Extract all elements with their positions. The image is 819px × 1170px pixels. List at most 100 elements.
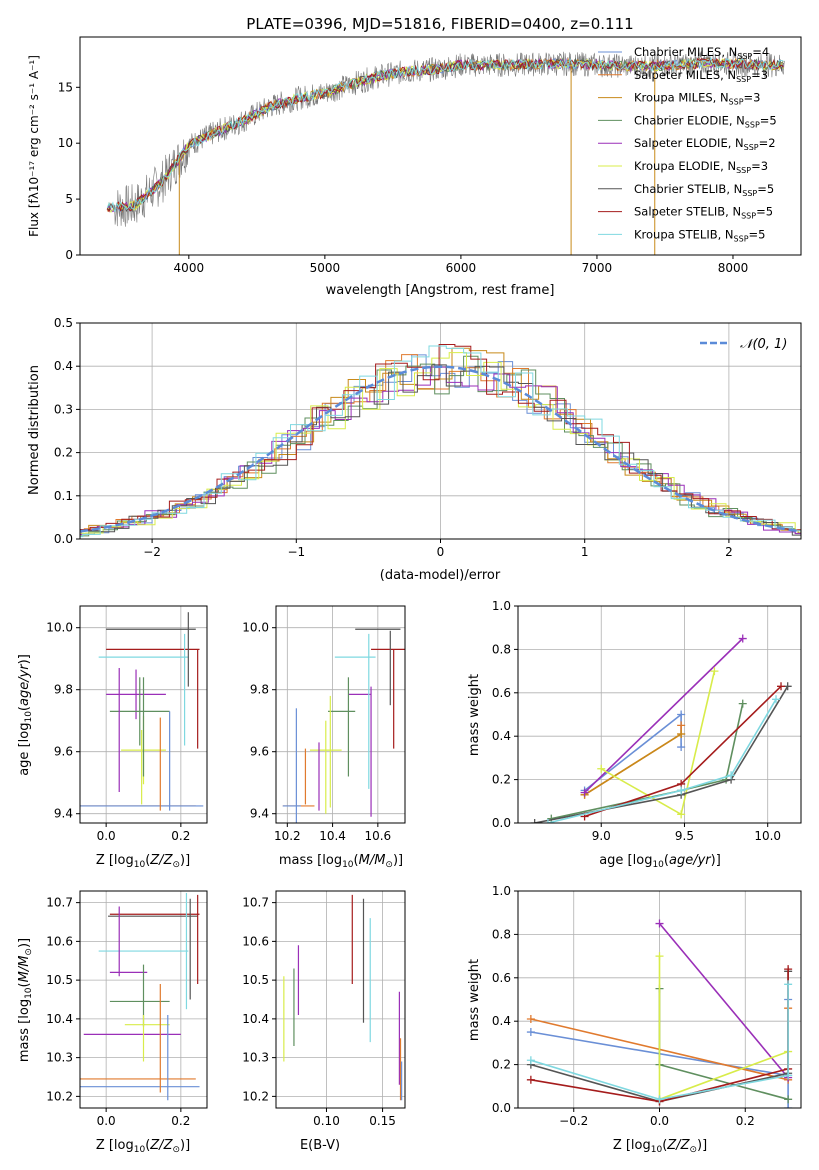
weight-vs-Z-ytick-label: 0.4 <box>492 1014 511 1028</box>
model-spectrum <box>106 57 784 214</box>
weight-vs-Z-xtick-label: 0.2 <box>736 1114 755 1128</box>
weight-vs-age-ytick-label: 1.0 <box>492 599 511 613</box>
weight-marker <box>543 819 552 823</box>
age-vs-mass-frame <box>275 605 406 824</box>
ageM-xlabel: mass [log10(M/M⊙)] <box>279 853 403 870</box>
weight-vs-Z-ytick-label: 1.0 <box>492 884 511 898</box>
spectrum-ytick-label: 15 <box>58 80 73 94</box>
weight-vs-age-xtick-label: 10.0 <box>754 829 781 843</box>
weight-line <box>584 733 682 796</box>
gaussian-reference <box>80 365 801 533</box>
mass-vs-Z-frame <box>79 890 208 1109</box>
legend-label: Kroupa MILES, NSSP=3 <box>634 91 760 107</box>
mass-vs-EBV-ytick-label: 10.6 <box>242 934 269 948</box>
weight-marker <box>597 764 606 773</box>
spectrum-title: PLATE=0396, MJD=51816, FIBERID=0400, z=0… <box>246 15 633 33</box>
weight-vs-Z-xtick-label: −0.2 <box>559 1114 588 1128</box>
spectrum-frame <box>79 36 802 256</box>
weight-vs-Z-xtick-label: 0.0 <box>650 1114 669 1128</box>
weight-vs-age-xtick-label: 9.0 <box>592 829 611 843</box>
weight-vs-age-lines <box>530 634 792 823</box>
residuals-xlabel: (data-model)/error <box>380 568 501 583</box>
weight-marker <box>738 699 747 708</box>
weight-marker <box>526 1056 535 1065</box>
panel-residuals: −2 −1 0 1 2 0.0 0.1 0.2 0.3 0.4 0.5 𝒩(0, 1) <box>54 316 802 559</box>
weight-Z-ylabel: mass weight <box>467 959 482 1041</box>
age-vs-mass-ytick-label: 9.4 <box>250 807 269 821</box>
spectrum-ylabel: Flux [fλ10⁻¹⁷ erg cm⁻² s⁻¹ A⁻¹] <box>27 55 41 237</box>
residual-histogram <box>80 345 801 538</box>
weight-vs-Z-ytick-label: 0.0 <box>492 1101 511 1115</box>
mass-vs-Z-errorbars <box>80 892 200 1101</box>
weight-vs-age-ytick-label: 0.4 <box>492 729 511 743</box>
ageZ-ylabel: age [log10(age/yr)] <box>17 654 34 776</box>
weight-marker <box>677 743 686 752</box>
residuals-ytick-label: 0.0 <box>54 532 73 546</box>
weight-marker <box>580 788 589 797</box>
legend-label: Salpeter STELIB, NSSP=5 <box>634 205 773 221</box>
panel-mass-vs-Z: 0.0 0.2 10.2 10.3 10.4 10.5 10.6 10.7 Z [log10(Z… <box>17 890 208 1155</box>
age-vs-mass-errorbars <box>282 628 405 823</box>
mass-vs-EBV-ytick-label: 10.4 <box>242 1012 269 1026</box>
residuals-xtick-label: 2 <box>725 545 733 559</box>
weight-marker <box>677 730 686 739</box>
legend-label: Salpeter ELODIE, NSSP=2 <box>634 136 776 152</box>
age-vs-Z-xtick-label: 0.0 <box>97 829 116 843</box>
weight-marker <box>677 810 686 819</box>
age-vs-Z-xtick-label: 0.2 <box>171 829 190 843</box>
weight-marker <box>784 1071 793 1080</box>
spectrum-ytick-label: 5 <box>65 192 73 206</box>
panel-spectrum: 4000 5000 6000 7000 8000 0 5 10 15 Flux [fλ10⁻¹⁷ … <box>27 36 802 275</box>
age-vs-mass-xtick-label: 10.6 <box>364 829 391 843</box>
mass-vs-Z-ytick-label: 10.2 <box>46 1089 73 1103</box>
weight-marker <box>655 952 664 961</box>
model-spectrum <box>106 56 784 213</box>
age-vs-mass-ytick-label: 10.0 <box>242 621 269 635</box>
panel-age-vs-Z: 0.0 0.2 9.4 9.6 9.8 10.0 Z [log10(Z/Z⊙)] age [l… <box>17 605 208 870</box>
massZ-ylabel: mass [log10(M/M⊙)] <box>17 938 34 1062</box>
massZ-xlabel: Z [log10(Z/Z⊙)] <box>96 1138 190 1155</box>
weight-vs-Z-frame <box>517 890 802 1109</box>
weight-marker <box>738 634 747 643</box>
legend-label: Kroupa ELODIE, NSSP=3 <box>634 159 768 175</box>
weight-marker <box>677 721 686 730</box>
weight-marker <box>784 965 793 974</box>
spectrum-lines <box>106 51 785 255</box>
weight-vs-age-ytick-label: 0.2 <box>492 773 511 787</box>
residuals-ytick-label: 0.4 <box>54 359 73 373</box>
weight-marker <box>530 819 539 823</box>
wAge-xlabel: age [log10(age/yr)] <box>599 853 721 870</box>
spectrum-xlabel: wavelength [Angstrom, rest frame] <box>326 283 555 298</box>
weight-marker <box>784 1104 793 1108</box>
mass-vs-EBV-xtick-label: 0.15 <box>369 1114 396 1128</box>
legend-label: Salpeter MILES, NSSP=3 <box>634 68 768 84</box>
weight-marker <box>710 667 719 676</box>
panel-mass-vs-EBV: 0.10 0.15 10.2 10.3 10.4 10.5 10.6 10.7 <box>242 890 406 1128</box>
weight-marker <box>784 1095 793 1104</box>
residuals-frame <box>79 322 802 540</box>
age-vs-mass-ytick-label: 9.6 <box>250 745 269 759</box>
legend-label: Chabrier MILES, NSSP=4 <box>634 45 769 61</box>
weight-vs-age-ytick-label: 0.8 <box>492 642 511 656</box>
weight-line <box>530 984 789 1101</box>
weight-vs-age-frame <box>517 605 802 824</box>
ageZ-xlabel: Z [log10(Z/Z⊙)] <box>96 853 190 870</box>
residuals-ytick-label: 0.5 <box>54 316 73 330</box>
mass-vs-EBV-ytick-label: 10.3 <box>242 1051 269 1065</box>
age-vs-Z-frame <box>79 605 208 824</box>
weight-age-ylabel: mass weight <box>467 674 482 756</box>
wZ-xlabel: Z [log10(Z/Z⊙)] <box>613 1138 707 1155</box>
mass-vs-EBV-frame <box>275 890 406 1109</box>
weight-marker <box>677 786 686 795</box>
panel-age-vs-mass: 10.2 10.4 10.6 9.4 9.6 9.8 10.0 mass [log10(M/M… <box>242 605 406 870</box>
weight-line <box>584 685 782 818</box>
residuals-xtick-label: 1 <box>581 545 589 559</box>
weight-vs-Z-lines <box>526 919 793 1108</box>
residuals-ytick-label: 0.3 <box>54 402 73 416</box>
legend-label: Chabrier ELODIE, NSSP=5 <box>634 113 777 129</box>
legend-label: 𝒩(0, 1) <box>740 337 787 352</box>
age-vs-mass-xtick-label: 10.2 <box>274 829 301 843</box>
weight-vs-Z-ytick-label: 0.8 <box>492 927 511 941</box>
legend-label: Chabrier STELIB, NSSP=5 <box>634 182 774 198</box>
age-vs-Z-ytick-label: 9.4 <box>54 807 73 821</box>
